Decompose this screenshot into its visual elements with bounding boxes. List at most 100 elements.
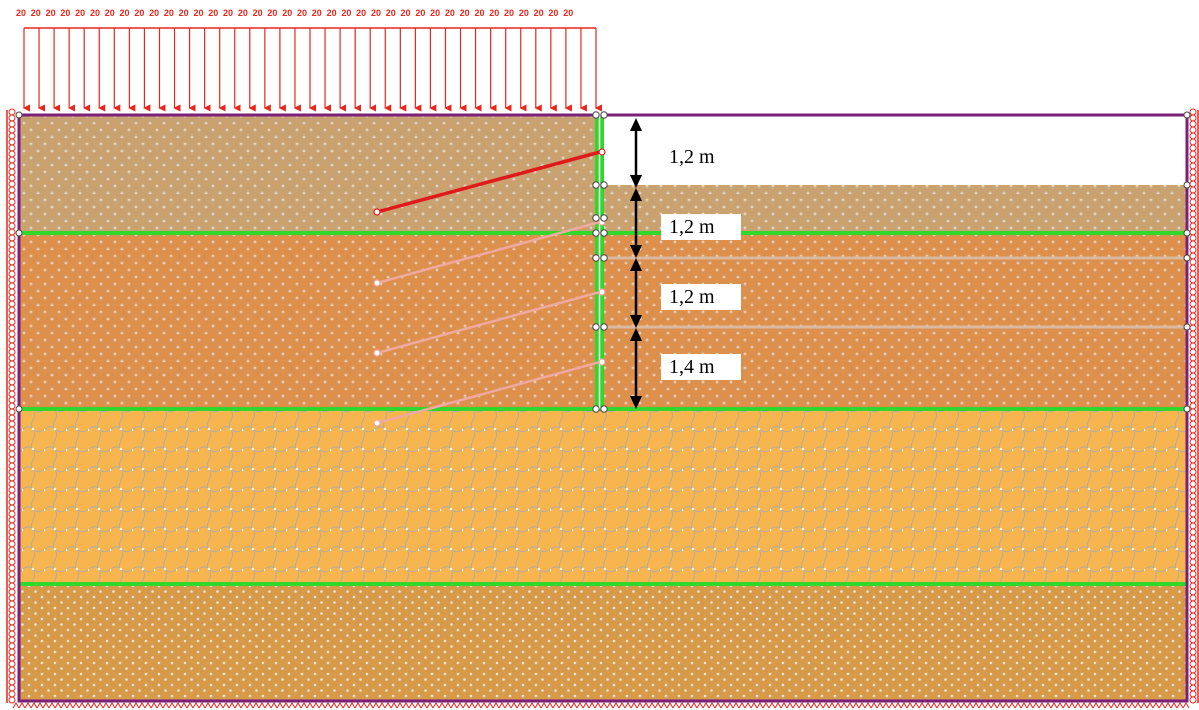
bottom-support bbox=[864, 702, 872, 709]
anchor-3 bbox=[376, 290, 601, 355]
bottom-support bbox=[894, 702, 902, 709]
side-support-right bbox=[1189, 342, 1197, 350]
dimension-arrow-up bbox=[630, 118, 642, 131]
side-support-right bbox=[1189, 138, 1197, 146]
side-support-left bbox=[8, 168, 16, 176]
bottom-support bbox=[696, 702, 704, 709]
bottom-support bbox=[384, 702, 392, 709]
bottom-support bbox=[618, 702, 626, 709]
bottom-support bbox=[594, 702, 602, 709]
bottom-support bbox=[486, 702, 494, 709]
side-support-right bbox=[1189, 672, 1197, 680]
anchor-end-node bbox=[373, 208, 381, 216]
side-support-left bbox=[8, 258, 16, 266]
bottom-support bbox=[426, 702, 434, 709]
anchor-end-node bbox=[373, 349, 381, 357]
bottom-support bbox=[564, 702, 572, 709]
side-support-left bbox=[8, 564, 16, 572]
bottom-support bbox=[774, 702, 782, 709]
side-support-right bbox=[1189, 678, 1197, 686]
side-support-left bbox=[8, 210, 16, 218]
side-support-right bbox=[1189, 600, 1197, 608]
bottom-support bbox=[1158, 702, 1166, 709]
bottom-support bbox=[870, 702, 878, 709]
side-support-right bbox=[1189, 312, 1197, 320]
bottom-support bbox=[630, 702, 638, 709]
bottom-support bbox=[810, 702, 818, 709]
side-support-left bbox=[8, 390, 16, 398]
load-value-label: 20 bbox=[193, 8, 203, 18]
bottom-support bbox=[42, 702, 50, 709]
side-support-right bbox=[1189, 132, 1197, 140]
bottom-support bbox=[1116, 702, 1124, 709]
side-support-right bbox=[1189, 300, 1197, 308]
bottom-support bbox=[582, 702, 590, 709]
side-support-left bbox=[8, 414, 16, 422]
bottom-support bbox=[648, 702, 656, 709]
mesh-layer-1 bbox=[19, 115, 599, 233]
bottom-support bbox=[390, 702, 398, 709]
bottom-support bbox=[576, 702, 584, 709]
bottom-support bbox=[318, 702, 326, 709]
load-value-label: 20 bbox=[267, 8, 277, 18]
bottom-support bbox=[1182, 702, 1190, 709]
load-value-label: 20 bbox=[208, 8, 218, 18]
side-support-right bbox=[1189, 384, 1197, 392]
load-value-label: 20 bbox=[534, 8, 544, 18]
load-value-label: 20 bbox=[90, 8, 100, 18]
bottom-support bbox=[504, 702, 512, 709]
bottom-support bbox=[12, 702, 20, 709]
bottom-support bbox=[72, 702, 80, 709]
bottom-support bbox=[204, 702, 212, 709]
wall-node bbox=[600, 181, 608, 189]
bottom-support bbox=[678, 702, 686, 709]
bottom-support bbox=[396, 702, 404, 709]
bottom-support bbox=[324, 702, 332, 709]
side-support-left bbox=[8, 216, 16, 224]
side-support-left bbox=[8, 114, 16, 122]
side-support-right bbox=[1189, 366, 1197, 374]
side-support-left bbox=[8, 666, 16, 674]
bottom-support bbox=[402, 702, 410, 709]
side-support-right bbox=[1189, 696, 1197, 704]
bottom-support bbox=[1146, 702, 1154, 709]
side-support-left bbox=[8, 108, 16, 116]
dimension-arrow-down bbox=[630, 315, 642, 328]
bottom-support bbox=[378, 702, 386, 709]
boundary-node bbox=[15, 111, 23, 119]
boundary-line bbox=[17, 113, 1189, 703]
bottom-support bbox=[96, 702, 104, 709]
side-support-right bbox=[1189, 378, 1197, 386]
side-support-left bbox=[8, 324, 16, 332]
side-support-left bbox=[8, 522, 16, 530]
bottom-support bbox=[276, 702, 284, 709]
side-support-left bbox=[8, 636, 16, 644]
bottom-support bbox=[246, 702, 254, 709]
side-support-left bbox=[8, 306, 16, 314]
side-support-left bbox=[8, 672, 16, 680]
side-support-right bbox=[1189, 648, 1197, 656]
side-support-right bbox=[1189, 150, 1197, 158]
side-support-left bbox=[8, 696, 16, 704]
bottom-support bbox=[492, 702, 500, 709]
wall-node bbox=[600, 111, 608, 119]
bottom-support bbox=[1092, 702, 1100, 709]
side-support-right bbox=[1189, 294, 1197, 302]
load-value-label: 20 bbox=[519, 8, 529, 18]
bottom-support bbox=[24, 702, 32, 709]
load-value-label: 20 bbox=[415, 8, 425, 18]
side-support-left bbox=[8, 624, 16, 632]
load-value-label: 20 bbox=[430, 8, 440, 18]
bottom-support bbox=[546, 702, 554, 709]
bottom-support bbox=[984, 702, 992, 709]
bottom-support bbox=[468, 702, 476, 709]
side-support-left bbox=[8, 684, 16, 692]
load-value-label: 20 bbox=[327, 8, 337, 18]
bottom-support bbox=[480, 702, 488, 709]
side-support-left bbox=[8, 348, 16, 356]
bottom-support bbox=[900, 702, 908, 709]
stage-lines bbox=[604, 256, 1187, 329]
bottom-support bbox=[432, 702, 440, 709]
side-support-left bbox=[8, 162, 16, 170]
bottom-support bbox=[768, 702, 776, 709]
